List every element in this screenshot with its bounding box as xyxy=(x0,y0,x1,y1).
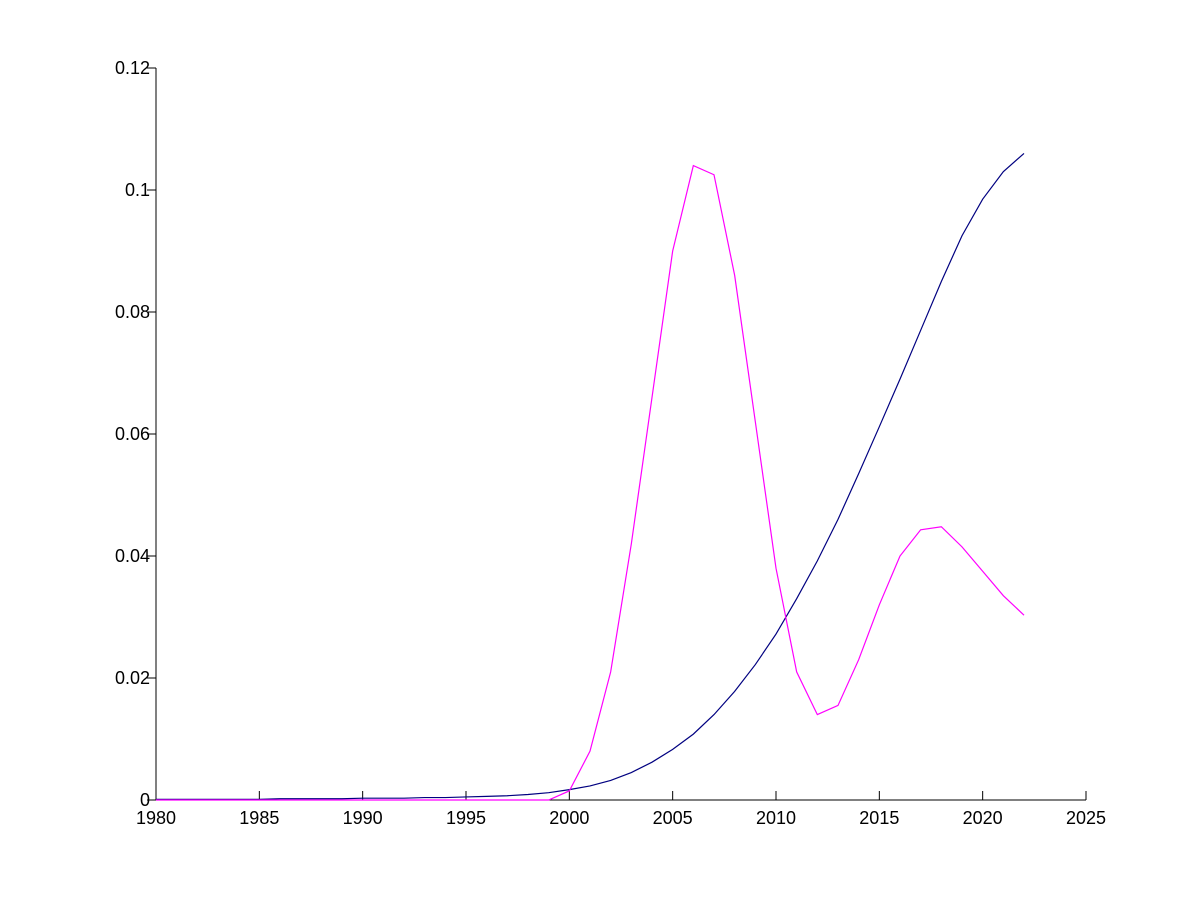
y-tick-label: 0 xyxy=(140,790,150,810)
x-tick-label: 2000 xyxy=(549,808,589,828)
x-tick-label: 1995 xyxy=(446,808,486,828)
y-tick-label: 0.06 xyxy=(115,424,150,444)
x-tick-label: 2005 xyxy=(653,808,693,828)
y-tick-label: 0.12 xyxy=(115,58,150,78)
x-tick-label: 1980 xyxy=(136,808,176,828)
x-tick-label: 1990 xyxy=(343,808,383,828)
y-tick-label: 0.04 xyxy=(115,546,150,566)
x-tick-label: 2010 xyxy=(756,808,796,828)
y-tick-label: 0.08 xyxy=(115,302,150,322)
x-tick-label: 1985 xyxy=(239,808,279,828)
series-line xyxy=(156,152,1025,800)
x-tick-label: 2020 xyxy=(963,808,1003,828)
y-tick-label: 0.1 xyxy=(125,180,150,200)
series-line xyxy=(156,164,1025,801)
x-tick-label: 2015 xyxy=(859,808,899,828)
y-tick-label: 0.02 xyxy=(115,668,150,688)
x-tick-label: 2025 xyxy=(1066,808,1106,828)
